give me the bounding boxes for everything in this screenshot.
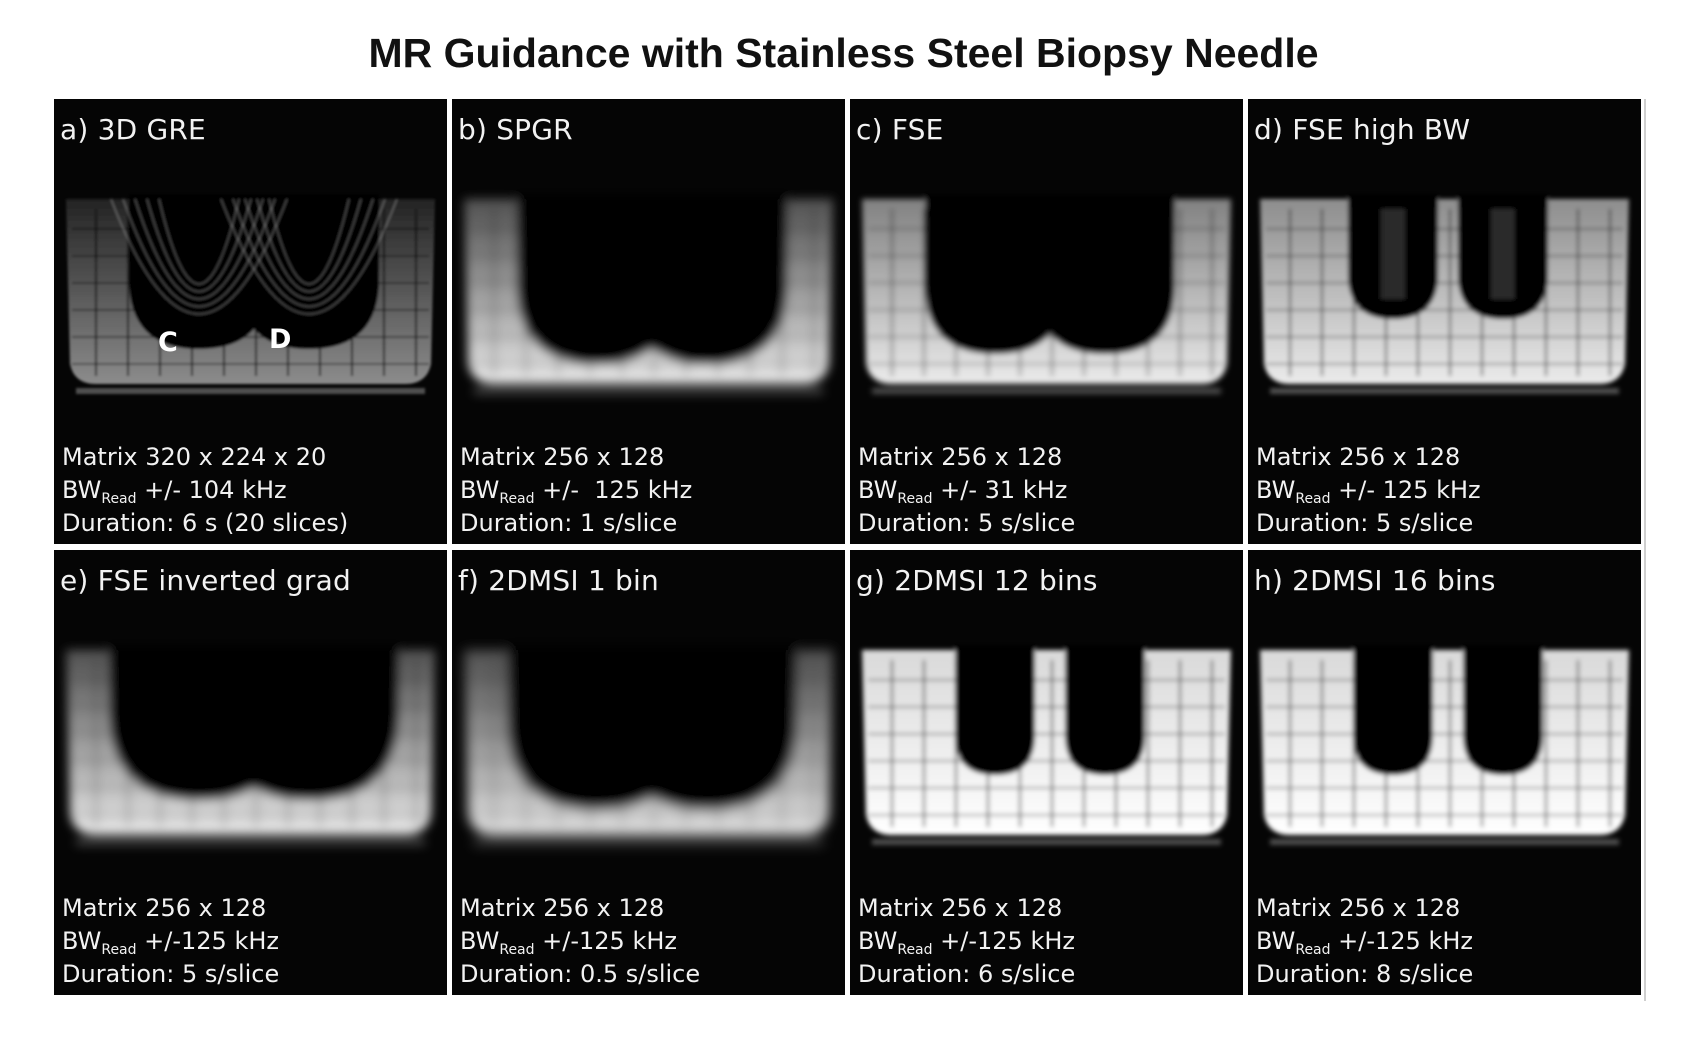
matrix-text: Matrix 256 x 128 <box>858 443 1063 471</box>
duration-text: Duration: 6 s (20 slices) <box>62 509 349 537</box>
panel-label: e) FSE inverted grad <box>60 564 351 597</box>
panel-f-2dmsi-1-bin: f) 2DMSI 1 bin Matrix 256 x 128 BWRead +/-… <box>452 550 845 995</box>
matrix-text: Matrix 256 x 128 <box>1256 894 1461 922</box>
bandwidth-subscript: Read <box>101 491 137 507</box>
mri-image <box>862 194 1231 394</box>
duration-text: Duration: 5 s/slice <box>858 509 1076 537</box>
panel-label: h) 2DMSI 16 bins <box>1254 564 1496 597</box>
figure-title: MR Guidance with Stainless Steel Biopsy … <box>368 30 1319 76</box>
scan-parameters: Matrix 256 x 128 BWRead +/-125 kHz Duratio… <box>62 892 279 991</box>
matrix-text: Matrix 256 x 128 <box>460 894 665 922</box>
panel-e-fse-inverted-grad: e) FSE inverted grad Matrix 256 x 128 BWRe… <box>54 550 447 995</box>
bandwidth-subscript: Read <box>101 942 137 958</box>
bandwidth-prefix: BW <box>460 476 500 504</box>
panel-a-3d-gre: a) 3D GRE Matrix 320 x 224 x 20 BWRead +/-… <box>54 99 447 544</box>
bandwidth-prefix: BW <box>460 927 500 955</box>
bandwidth-value: +/-125 kHz <box>1330 927 1473 955</box>
bandwidth-text: BWRead +/-125 kHz <box>460 925 700 958</box>
mri-image <box>66 645 435 845</box>
bandwidth-subscript: Read <box>1295 942 1331 958</box>
needle-marker-c: C <box>158 327 178 358</box>
right-border-line <box>1644 99 1646 1001</box>
panel-label: f) 2DMSI 1 bin <box>458 564 659 597</box>
bandwidth-text: BWRead +/- 31 kHz <box>858 474 1075 507</box>
duration-text: Duration: 0.5 s/slice <box>460 960 701 988</box>
duration-text: Duration: 5 s/slice <box>62 960 280 988</box>
bandwidth-value: +/- 31 kHz <box>932 476 1068 504</box>
duration-text: Duration: 6 s/slice <box>858 960 1076 988</box>
matrix-text: Matrix 256 x 128 <box>62 894 267 922</box>
bandwidth-value: +/- 104 kHz <box>136 476 287 504</box>
bandwidth-value: +/- 125 kHz <box>534 476 693 504</box>
bandwidth-value: +/-125 kHz <box>534 927 677 955</box>
panel-label: d) FSE high BW <box>1254 113 1471 146</box>
bandwidth-prefix: BW <box>62 927 102 955</box>
bandwidth-text: BWRead +/-125 kHz <box>1256 925 1473 958</box>
bandwidth-prefix: BW <box>858 927 898 955</box>
panel-h-2dmsi-16-bins: h) 2DMSI 16 bins Matrix 256 x 128 BWRead +… <box>1248 550 1641 995</box>
mri-image <box>464 645 833 845</box>
bandwidth-subscript: Read <box>897 942 933 958</box>
mri-image <box>1260 645 1629 845</box>
mri-image <box>862 645 1231 845</box>
mri-image <box>1260 194 1629 394</box>
scan-parameters: Matrix 256 x 128 BWRead +/-125 kHz Duratio… <box>460 892 700 991</box>
bandwidth-text: BWRead +/-125 kHz <box>858 925 1075 958</box>
bandwidth-subscript: Read <box>897 491 933 507</box>
scan-parameters: Matrix 320 x 224 x 20 BWRead +/- 104 kHz D… <box>62 441 348 540</box>
panel-b-spgr: b) SPGR Matrix 256 x 128 BWRead +/- 125 kH… <box>452 99 845 544</box>
duration-text: Duration: 8 s/slice <box>1256 960 1474 988</box>
bandwidth-subscript: Read <box>499 942 535 958</box>
bandwidth-value: +/-125 kHz <box>136 927 279 955</box>
matrix-text: Matrix 256 x 128 <box>858 894 1063 922</box>
mri-image <box>66 194 435 394</box>
bandwidth-text: BWRead +/- 125 kHz <box>460 474 692 507</box>
bandwidth-text: BWRead +/- 125 kHz <box>1256 474 1481 507</box>
bandwidth-text: BWRead +/- 104 kHz <box>62 474 348 507</box>
panel-label: a) 3D GRE <box>60 113 206 146</box>
bandwidth-value: +/- 125 kHz <box>1330 476 1481 504</box>
matrix-text: Matrix 256 x 128 <box>460 443 665 471</box>
bandwidth-prefix: BW <box>1256 927 1296 955</box>
scan-parameters: Matrix 256 x 128 BWRead +/-125 kHz Duratio… <box>1256 892 1473 991</box>
bandwidth-subscript: Read <box>499 491 535 507</box>
panel-label: c) FSE <box>856 113 944 146</box>
duration-text: Duration: 1 s/slice <box>460 509 678 537</box>
bandwidth-value: +/-125 kHz <box>932 927 1075 955</box>
bandwidth-prefix: BW <box>858 476 898 504</box>
bandwidth-prefix: BW <box>62 476 102 504</box>
panel-label: g) 2DMSI 12 bins <box>856 564 1098 597</box>
bandwidth-subscript: Read <box>1295 491 1331 507</box>
needle-marker-d: D <box>269 324 292 355</box>
duration-text: Duration: 5 s/slice <box>1256 509 1474 537</box>
bandwidth-prefix: BW <box>1256 476 1296 504</box>
scan-parameters: Matrix 256 x 128 BWRead +/- 31 kHz Duratio… <box>858 441 1075 540</box>
panel-label: b) SPGR <box>458 113 573 146</box>
panel-c-fse: c) FSE Matrix 256 x 128 BWRead +/- 31 kHz D… <box>850 99 1243 544</box>
scan-parameters: Matrix 256 x 128 BWRead +/-125 kHz Duratio… <box>858 892 1075 991</box>
scan-parameters: Matrix 256 x 128 BWRead +/- 125 kHz Durati… <box>460 441 692 540</box>
panel-g-2dmsi-12-bins: g) 2DMSI 12 bins Matrix 256 x 128 BWRead +… <box>850 550 1243 995</box>
matrix-text: Matrix 320 x 224 x 20 <box>62 443 327 471</box>
matrix-text: Matrix 256 x 128 <box>1256 443 1461 471</box>
mri-image <box>464 194 833 394</box>
scan-parameters: Matrix 256 x 128 BWRead +/- 125 kHz Durati… <box>1256 441 1481 540</box>
panel-d-fse-high-bw: d) FSE high BW Matrix 256 x 128 BWRead +/-… <box>1248 99 1641 544</box>
bandwidth-text: BWRead +/-125 kHz <box>62 925 279 958</box>
